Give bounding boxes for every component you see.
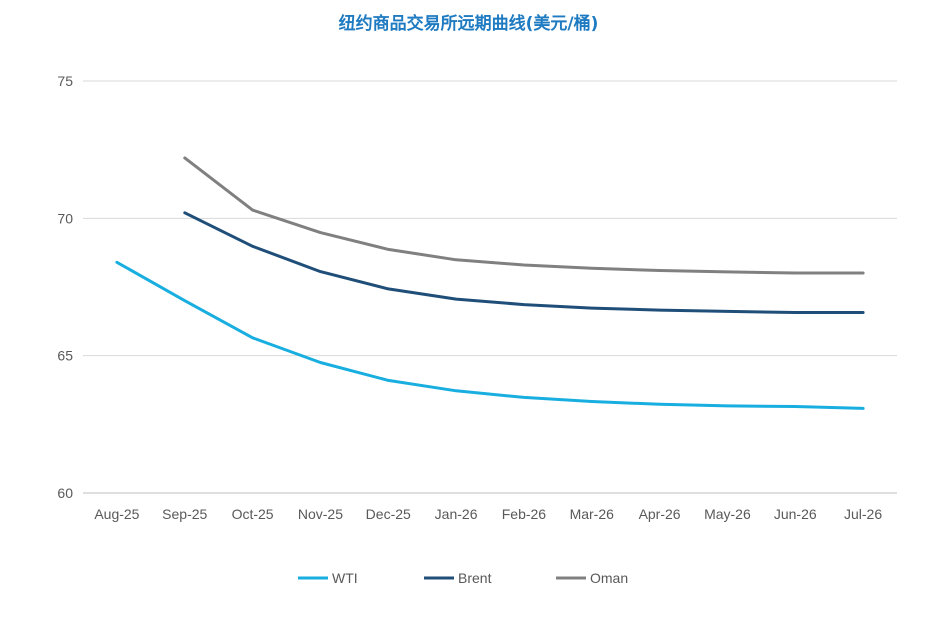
x-tick-label: Dec-25 <box>366 506 411 522</box>
x-tick-label: Feb-26 <box>502 506 547 522</box>
x-tick-label: Mar-26 <box>570 506 615 522</box>
y-axis-labels: 60 65 70 75 <box>57 73 73 501</box>
x-tick-label: Oct-25 <box>232 506 274 522</box>
series-line-wti <box>115 260 865 410</box>
gridlines <box>83 80 897 494</box>
x-tick-label: Sep-25 <box>162 506 207 522</box>
x-tick-label: Jul-26 <box>844 506 882 522</box>
chart-title: 纽约商品交易所远期曲线(美元/桶) <box>338 14 599 34</box>
y-tick-label: 65 <box>57 348 73 364</box>
legend-label-brent: Brent <box>458 570 492 586</box>
legend-label-oman: Oman <box>590 570 628 586</box>
series-line-brent <box>183 211 865 314</box>
x-tick-label: Nov-25 <box>298 506 343 522</box>
y-tick-label: 70 <box>57 210 73 226</box>
legend-label-wti: WTI <box>332 570 358 586</box>
x-axis: Aug-25 Sep-25 Oct-25 Nov-25 Dec-25 Jan-26 Feb-… <box>94 506 882 522</box>
x-tick-label: Jun-26 <box>774 506 817 522</box>
x-tick-label: Jan-26 <box>435 506 478 522</box>
legend: WTI Brent Oman <box>298 570 628 586</box>
x-tick-label: May-26 <box>704 506 751 522</box>
series-lines <box>115 156 865 410</box>
y-tick-label: 60 <box>57 485 73 501</box>
series-line-oman <box>183 156 865 275</box>
x-tick-label: Aug-25 <box>94 506 139 522</box>
y-tick-label: 75 <box>57 73 73 89</box>
x-tick-label: Apr-26 <box>639 506 681 522</box>
